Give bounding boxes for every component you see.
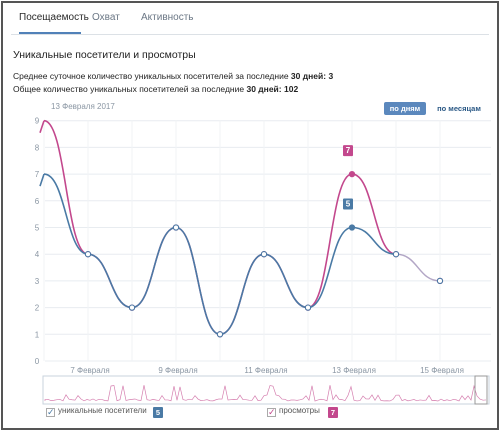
tab-reach[interactable]: Охват xyxy=(92,12,120,23)
views-checkbox[interactable]: ✓ xyxy=(267,407,276,417)
y-tick-label: 8 xyxy=(35,143,40,152)
data-point[interactable] xyxy=(172,224,180,231)
tabs-bar: Посещаемость Охват Активность xyxy=(11,3,489,35)
overview-navigator[interactable] xyxy=(42,375,490,405)
hover-date-label: 13 Февраля 2017 xyxy=(51,102,115,111)
visitors-checkbox[interactable]: ✓ xyxy=(46,407,55,417)
y-tick-label: 4 xyxy=(35,250,40,259)
total-value: 102 xyxy=(283,84,299,94)
avg-prefix: Среднее суточное количество уникальных п… xyxy=(13,71,291,81)
x-tick-label: 11 Февраля xyxy=(244,366,287,375)
legend-views-label[interactable]: просмотры xyxy=(279,406,320,415)
point-badge-label: 7 xyxy=(346,146,351,155)
data-point[interactable] xyxy=(348,170,356,178)
total-stat: Общее количество уникальных посетителей … xyxy=(13,84,298,94)
y-tick-label: 5 xyxy=(35,224,40,233)
visits-chart: 0 1 2 3 4 5 6 7 8 9 7 Февраля 9 Февраля 11 Февраля 13… xyxy=(35,117,491,405)
by-month-button[interactable]: по месяцам xyxy=(437,104,481,113)
data-point[interactable] xyxy=(436,277,444,285)
series-line-leadin xyxy=(39,120,45,133)
avg-sep: : xyxy=(323,71,329,81)
x-tick-label: 9 Февраля xyxy=(158,366,197,375)
series-line-visitors xyxy=(43,173,397,336)
data-point[interactable] xyxy=(128,304,136,311)
y-tick-label: 6 xyxy=(35,197,40,206)
tab-activity[interactable]: Активность xyxy=(141,12,194,23)
legend-visitors-label[interactable]: уникальные посетители xyxy=(58,406,147,415)
total-prefix: Общее количество уникальных посетителей … xyxy=(13,84,247,94)
data-point[interactable] xyxy=(216,331,224,338)
data-point[interactable] xyxy=(260,251,268,258)
overview-sparkline xyxy=(44,384,487,402)
point-badge xyxy=(343,145,353,157)
legend-views-badge: 7 xyxy=(328,407,338,418)
legend-visitors-badge: 5 xyxy=(153,407,163,418)
y-tick-label: 1 xyxy=(35,330,40,339)
y-tick-label: 9 xyxy=(35,117,40,126)
y-tick-label: 2 xyxy=(35,304,40,313)
section-title: Уникальные посетители и просмотры xyxy=(13,49,196,61)
total-sep: : xyxy=(278,84,284,94)
series-line-leadin xyxy=(39,173,45,187)
series-line-partial xyxy=(395,253,441,282)
total-days: 30 дней xyxy=(246,84,279,94)
overview-range-handle[interactable] xyxy=(474,375,488,405)
tab-attendance[interactable]: Посещаемость xyxy=(19,12,89,23)
avg-stat: Среднее суточное количество уникальных п… xyxy=(13,71,333,81)
x-tick-label: 7 Февраля xyxy=(70,366,109,375)
series-line-partial xyxy=(395,253,441,282)
data-point[interactable] xyxy=(348,224,356,231)
avg-value: 3 xyxy=(328,71,334,81)
data-point[interactable] xyxy=(392,251,400,258)
x-tick-label: 13 Февраля xyxy=(332,366,376,375)
avg-days: 30 дней xyxy=(290,71,324,81)
data-point[interactable] xyxy=(304,304,312,311)
x-tick-label: 15 Февраля xyxy=(420,366,464,375)
point-badge xyxy=(343,198,353,210)
y-tick-label: 7 xyxy=(35,170,40,179)
by-day-button[interactable]: по дням xyxy=(384,102,426,115)
active-tab-indicator xyxy=(19,32,81,34)
point-badge-label: 5 xyxy=(346,200,351,209)
data-point[interactable] xyxy=(84,251,92,258)
y-tick-label: 0 xyxy=(35,357,40,366)
y-tick-label: 3 xyxy=(35,277,40,286)
